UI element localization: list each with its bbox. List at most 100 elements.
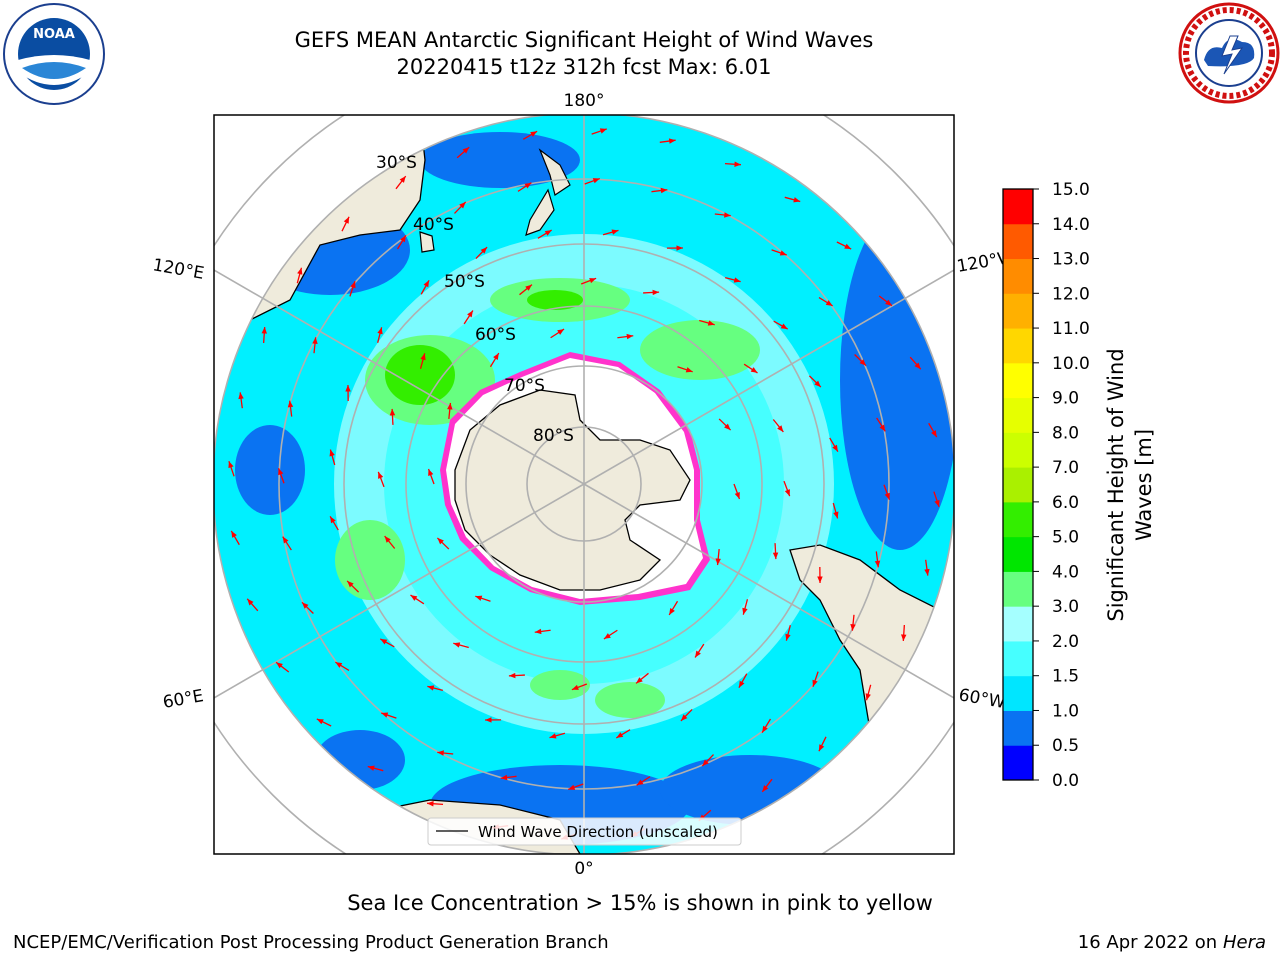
- colorbar-tick-label: 12.0: [1052, 284, 1090, 304]
- wave-direction-arrow: [246, 598, 259, 612]
- wave-direction-arrow: [427, 468, 435, 485]
- wave-direction-arrow: [549, 732, 566, 739]
- wave-direction-arrow: [389, 408, 396, 425]
- wave-direction-arrow: [463, 310, 474, 325]
- colorbar-tick-label: 0.5: [1052, 736, 1079, 756]
- nws-emblem-icon: [1178, 2, 1280, 104]
- wave-direction-arrow: [456, 146, 470, 159]
- wave-direction-arrow: [715, 549, 721, 566]
- legend-label: Wind Wave Direction (unscaled): [478, 823, 718, 841]
- wave-direction-arrow: [666, 245, 683, 251]
- colorbar-tick-label: 14.0: [1052, 215, 1090, 235]
- date-line: 16 Apr 2022 on Hera: [1078, 932, 1266, 953]
- wave-direction-arrow: [643, 289, 660, 296]
- wave-direction-arrow: [454, 201, 467, 214]
- colorbar-bin: [1003, 571, 1033, 607]
- lon-label-lower-left: 60°E: [161, 686, 205, 713]
- meridian-lines: [214, 115, 954, 854]
- wave-direction-arrow: [808, 375, 822, 388]
- wave-direction-arrow: [316, 718, 332, 727]
- colorbar-tick-label: 0.0: [1052, 771, 1079, 791]
- lon-label-upper-left: 120°E: [151, 255, 205, 284]
- wave-direction-arrow: [230, 530, 240, 546]
- wave-direction-arrow: [714, 212, 731, 218]
- wave-direction-arrow: [377, 327, 383, 344]
- wave-direction-arrow: [584, 177, 600, 185]
- colorbar-tick-label: 3.0: [1052, 597, 1079, 617]
- wave-direction-arrow: [377, 471, 385, 488]
- colorbar-tick-label: 13.0: [1052, 250, 1090, 270]
- wave-direction-arrow: [742, 599, 749, 615]
- colorbar-bin: [1003, 432, 1033, 468]
- wave-direction-arrow: [603, 629, 618, 640]
- wave-direction-arrow: [500, 774, 517, 781]
- wave-direction-arrow: [615, 729, 631, 739]
- noaa-logo-text: NOAA: [33, 27, 75, 42]
- colorbar-label-line1: Significant Height of Wind: [1104, 348, 1128, 621]
- wave-direction-arrow: [475, 595, 491, 602]
- wave-direction-arrow: [772, 543, 779, 560]
- lat-label-60s: 60°S: [475, 325, 516, 345]
- nws-logo: [1178, 2, 1280, 108]
- wave-direction-arrow: [677, 366, 693, 373]
- lon-label-lower-right: 60°W: [957, 685, 1007, 713]
- wave-direction-arrow: [733, 483, 741, 500]
- wave-direction-arrow: [901, 624, 907, 641]
- colorbar-bin: [1003, 745, 1033, 781]
- wave-direction-arrow: [680, 708, 693, 722]
- colorbar-bin: [1003, 640, 1033, 677]
- chart-subtitle: 20220415 t12z 312h fcst Max: 6.01: [396, 55, 772, 79]
- map-frame: [213, 114, 955, 855]
- wave-direction-arrow: [874, 551, 881, 568]
- colorbar-tick-label: 7.0: [1052, 458, 1079, 478]
- wave-direction-arrow: [909, 356, 922, 370]
- wave-direction-arrow: [379, 638, 395, 648]
- colorbar-bin: [1003, 536, 1033, 572]
- wave-direction-arrow: [699, 319, 715, 326]
- colorbar-bin: [1003, 189, 1033, 225]
- colorbar-tick-label: 10.0: [1052, 354, 1090, 374]
- wave-direction-arrow: [591, 128, 608, 135]
- wave-direction-arrow: [367, 765, 384, 772]
- colorbar-bin: [1003, 467, 1033, 503]
- colorbar-bin: [1003, 675, 1033, 711]
- colorbar-tick-label: 8.0: [1052, 423, 1079, 443]
- wave-direction-arrow: [701, 754, 714, 767]
- lat-label-50s: 50°S: [444, 272, 485, 292]
- wave-direction-arrow: [743, 363, 758, 374]
- wave-direction-arrow: [724, 161, 741, 167]
- wave-direction-arrow: [329, 515, 339, 531]
- lat-label-70s: 70°S: [504, 376, 545, 396]
- wave-direction-arrow: [453, 642, 469, 649]
- wave-direction-arrow: [668, 600, 679, 616]
- wave-direction-arrow: [261, 327, 267, 344]
- wave-direction-arrow: [784, 196, 801, 203]
- colorbar-bin: [1003, 293, 1033, 329]
- colorbar-tick-label: 4.0: [1052, 562, 1079, 582]
- wave-direction-arrow: [427, 685, 444, 691]
- wave-direction-arrow: [519, 284, 533, 296]
- lat-label-80s: 80°S: [533, 426, 574, 446]
- date-text: 16 Apr 2022 on: [1077, 932, 1218, 953]
- wave-direction-arrow: [522, 130, 538, 140]
- wave-direction-arrow: [277, 468, 285, 484]
- wave-direction-arrow: [396, 235, 407, 250]
- wave-direction-arrow: [829, 437, 839, 453]
- wave-direction-arrow: [485, 717, 502, 723]
- wave-direction-arrow: [282, 536, 292, 551]
- wave-direction-arrow: [287, 400, 294, 417]
- colorbar-tick-label: 5.0: [1052, 528, 1079, 548]
- wave-direction-arrow: [395, 175, 407, 190]
- colorbar-bin: [1003, 606, 1033, 642]
- colorbar-tick-label: 15.0: [1052, 180, 1090, 200]
- wave-direction-arrow: [335, 661, 350, 672]
- wave-direction-arrow: [812, 671, 819, 687]
- wave-direction-arrow: [301, 601, 314, 614]
- wave-direction-arrow: [773, 320, 789, 330]
- colorbar-bin: [1003, 501, 1033, 538]
- wave-direction-arrow: [312, 337, 318, 354]
- wave-direction-arrow: [420, 279, 430, 295]
- wave-direction-arrow: [771, 249, 787, 256]
- wave-direction-arrow: [580, 277, 597, 285]
- wave-direction-arrow: [329, 449, 336, 466]
